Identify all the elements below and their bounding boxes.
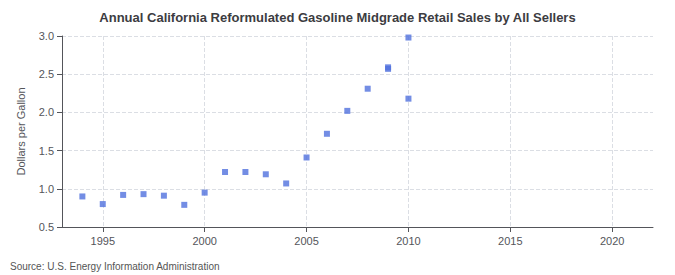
svg-text:3.0: 3.0 — [39, 30, 54, 42]
svg-text:2005: 2005 — [294, 235, 318, 247]
svg-text:2.0: 2.0 — [39, 106, 54, 118]
svg-text:0.5: 0.5 — [39, 221, 54, 233]
svg-text:1.0: 1.0 — [39, 183, 54, 195]
svg-text:Dollars per Gallon: Dollars per Gallon — [15, 87, 27, 175]
svg-text:1995: 1995 — [91, 235, 115, 247]
svg-text:2.5: 2.5 — [39, 68, 54, 80]
svg-text:1.5: 1.5 — [39, 145, 54, 157]
svg-text:Source: U.S. Energy Informatio: Source: U.S. Energy Information Administ… — [10, 261, 220, 272]
svg-text:2010: 2010 — [396, 235, 420, 247]
svg-text:2000: 2000 — [192, 235, 216, 247]
svg-text:2020: 2020 — [600, 235, 624, 247]
svg-text:Annual California Reformulated: Annual California Reformulated Gasoline … — [99, 10, 575, 25]
svg-text:2015: 2015 — [498, 235, 522, 247]
